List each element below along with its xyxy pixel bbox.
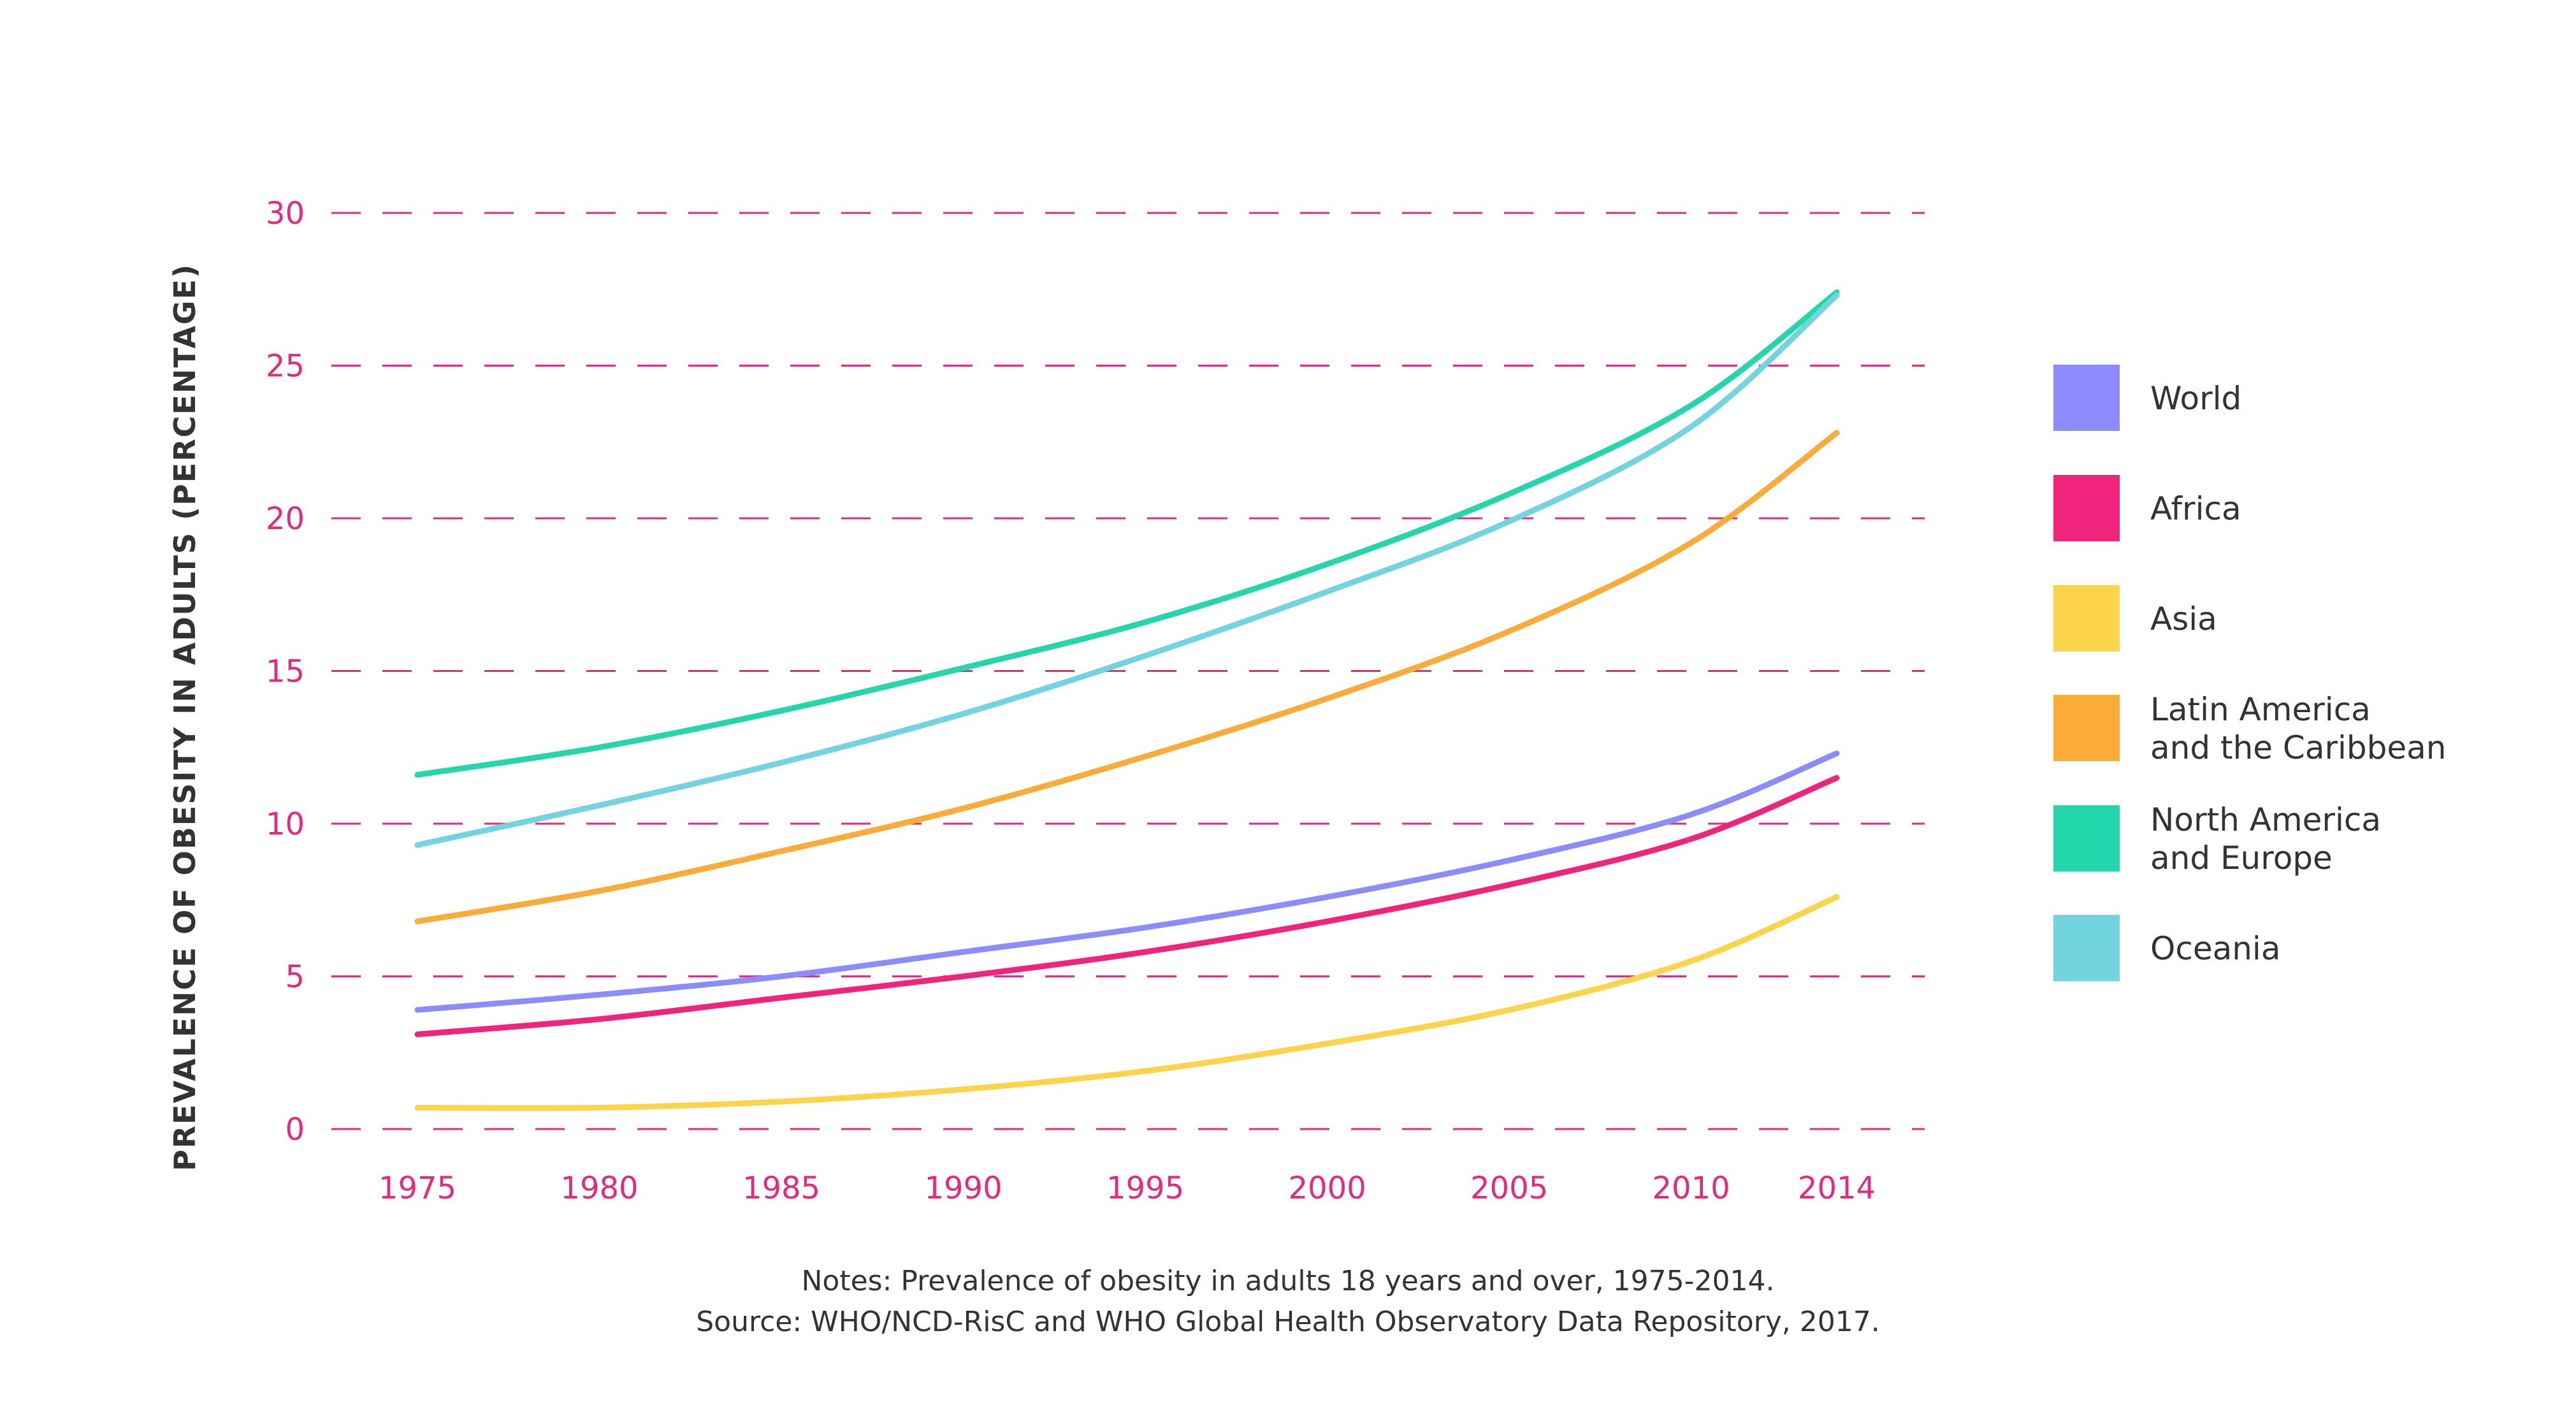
y-tick-label-10: 10 (266, 806, 305, 842)
x-tick-label-2014: 2014 (1798, 1170, 1876, 1206)
x-tick-label-2005: 2005 (1470, 1170, 1548, 1206)
legend-label-north-america-and-europe: North America and Europe (2150, 801, 2381, 877)
legend-swatch-world (2053, 365, 2120, 431)
y-axis-title: PREVALENCE OF OBESITY IN ADULTS (PERCENT… (168, 263, 202, 1171)
y-tick-label-20: 20 (266, 501, 305, 537)
y-tick-label-5: 5 (285, 959, 305, 995)
legend-swatch-latin-america-and-the-caribbean (2053, 695, 2120, 761)
legend-label-latin-america-and-the-caribbean: Latin America and the Caribbean (2150, 691, 2446, 766)
legend-label-asia: Asia (2150, 601, 2217, 638)
notes-line: Notes: Prevalence of obesity in adults 1… (801, 1265, 1775, 1297)
legend-label-world: World (2150, 380, 2241, 417)
y-tick-label-30: 30 (266, 196, 305, 231)
x-tick-label-1990: 1990 (924, 1170, 1002, 1206)
legend-swatch-africa (2053, 475, 2120, 541)
legend: World Africa Asia Latin America and the Cari… (2053, 365, 2446, 981)
x-tick-labels: 1975 1980 1985 1990 1995 2000 2005 2010 2014 (379, 1170, 1876, 1206)
x-tick-label-2000: 2000 (1288, 1170, 1366, 1206)
legend-swatch-north-america-and-europe (2053, 805, 2120, 871)
series-line-asia (414, 894, 1840, 1111)
y-tick-label-25: 25 (266, 349, 305, 384)
y-tick-label-0: 0 (285, 1112, 305, 1148)
series-line-latin-america-and-the-caribbean (414, 430, 1840, 924)
series-line-oceania (414, 292, 1840, 848)
x-tick-label-1985: 1985 (742, 1170, 820, 1206)
series-line-africa (414, 775, 1840, 1037)
source-line: Source: WHO/NCD-RisC and WHO Global Heal… (696, 1306, 1880, 1338)
series-line-world (414, 750, 1840, 1013)
x-tick-label-1980: 1980 (560, 1170, 638, 1206)
legend-label-africa: Africa (2150, 490, 2241, 527)
x-tick-label-1975: 1975 (379, 1170, 456, 1206)
series-line-north-america-and-europe (414, 289, 1840, 778)
legend-label-oceania: Oceania (2150, 930, 2280, 967)
x-tick-label-2010: 2010 (1653, 1170, 1730, 1206)
y-tick-labels: 0 5 10 15 20 25 30 (266, 196, 305, 1148)
legend-swatch-asia (2053, 585, 2120, 652)
grid-layer (331, 212, 1925, 1130)
y-tick-label-15: 15 (266, 654, 305, 690)
x-tick-label-1995: 1995 (1106, 1170, 1184, 1206)
series-layer (414, 289, 1840, 1111)
legend-swatch-oceania (2053, 915, 2120, 981)
